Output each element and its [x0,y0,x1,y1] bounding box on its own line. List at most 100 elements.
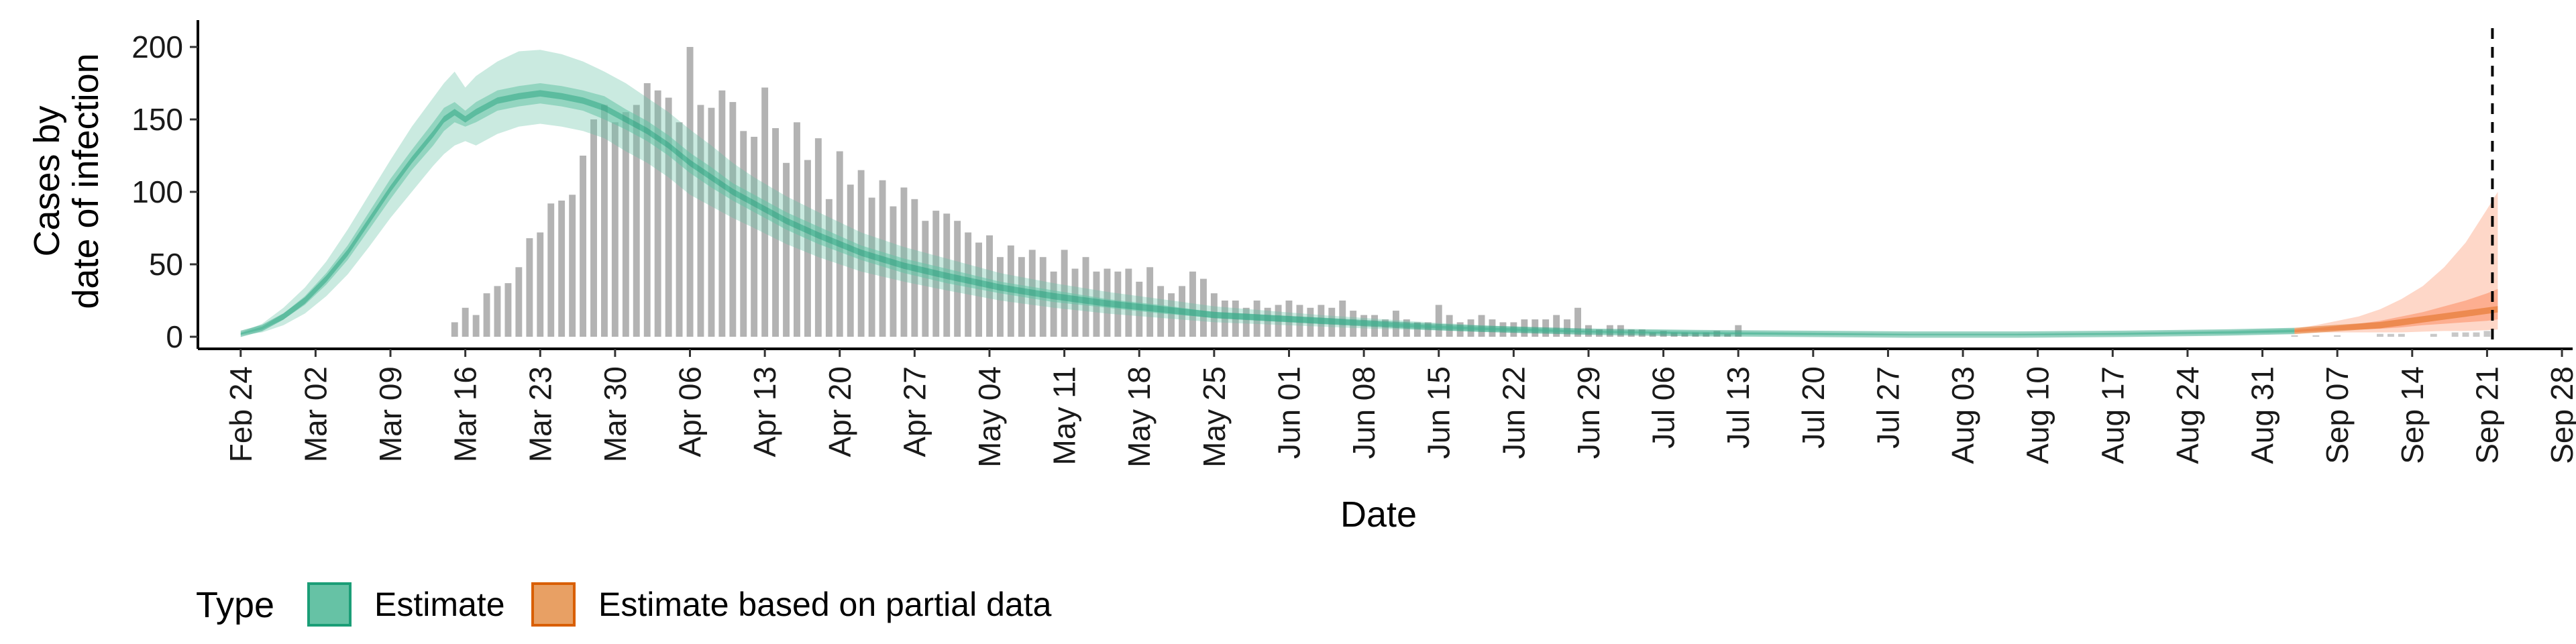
observed-bar [751,136,758,337]
x-tick-label: Aug 24 [2170,366,2205,464]
observed-bar [729,102,737,337]
observed-bar [558,201,566,337]
observed-bar [890,206,897,337]
legend-swatch [531,582,576,627]
observed-bar [1221,301,1228,337]
estimate-partial-median-band [2294,306,2498,335]
x-tick-label: Sep 21 [2469,366,2504,464]
observed-bar [472,315,480,337]
observed-bar [772,128,779,337]
observed-bar [569,195,576,337]
y-tick-label: 200 [131,30,183,64]
observed-bar [494,286,501,337]
y-tick-label: 100 [131,174,183,209]
x-axis-title: Date [1340,494,1417,535]
x-tick-label: May 25 [1197,366,1232,468]
x-tick-label: May 18 [1122,366,1157,468]
observed-bar [1532,319,1539,337]
x-tick-label: Sep 14 [2395,366,2430,464]
observed-bar [847,184,854,337]
observed-bar [1670,332,1678,337]
observed-bar [1424,322,1432,337]
x-tick-label: Jun 08 [1346,366,1381,459]
observed-bar [1264,307,1271,337]
observed-bar [1146,267,1154,337]
observed-bar [676,122,683,337]
observed-bar [1050,271,1057,337]
observed-bar [1200,278,1207,337]
observed-bar [783,162,790,337]
observed-bar [1371,315,1378,337]
observed-bar [868,197,875,337]
observed-bar [1242,307,1250,337]
x-tick-label: Apr 27 [897,366,932,458]
x-tick-label: Aug 03 [1945,366,1980,464]
observed-bar [1189,271,1196,337]
observed-bar [483,293,490,337]
observed-bar [1681,332,1688,337]
x-tick-label: Mar 09 [373,366,408,462]
x-tick-label: Jul 20 [1796,366,1831,449]
observed-bar [1724,333,1731,337]
y-axis-title: Cases bydate of infection [27,53,106,309]
x-tick-label: Mar 30 [598,366,633,462]
observed-bar-partial [2462,332,2469,337]
observed-bar [1360,315,1368,337]
observed-bar [654,90,661,337]
observed-bar [1617,325,1624,337]
observed-bar [622,112,629,337]
observed-bar-partial [2451,332,2459,337]
x-tick-label: Sep 07 [2320,366,2355,464]
observed-bar [825,199,833,337]
observed-bar [1542,319,1550,337]
observed-bar [1627,329,1635,337]
observed-bar [1018,257,1025,337]
observed-bar [515,267,523,337]
x-tick-label: Aug 31 [2245,366,2280,464]
observed-bar-partial [2398,333,2405,337]
x-tick-label: Apr 13 [747,366,782,458]
observed-bar [590,119,597,337]
observed-bar [643,83,651,337]
observed-bar-partial [2430,333,2437,337]
observed-bar [633,105,640,337]
observed-bar [504,283,512,337]
axes: 0 50 100 150 200 Feb 24 Mar 02 Mar 09 Mar 16 Mar … [131,20,2576,468]
x-tick-label: Mar 23 [523,366,557,462]
observed-bar [601,105,608,337]
x-tick-label: Aug 17 [2095,366,2130,464]
observed-bar [462,307,469,337]
observed-bar [708,107,715,337]
observed-bar [1553,315,1560,337]
observed-bar [1339,301,1346,337]
observed-bar-partial [2312,335,2320,337]
observed-bar [1596,329,1603,337]
observed-bar [451,322,458,337]
x-tick-label: Jun 15 [1421,366,1456,459]
observed-bar [1456,322,1464,337]
observed-bar [526,238,533,337]
observed-bar-partial [2291,335,2298,337]
observed-bar [1649,332,1656,337]
observed-bar [1606,325,1613,337]
x-tick-label: Jun 29 [1571,366,1606,459]
observed-bar-partial [2387,333,2394,337]
legend-title: Type [196,585,274,625]
observed-bar [611,122,619,337]
observed-bar [547,203,555,337]
observed-bar [1585,325,1592,337]
observed-bar [1564,319,1570,337]
observed-bar [997,257,1004,337]
observed-bar [1703,332,1710,337]
observed-bar [1403,319,1410,337]
observed-bar [1660,331,1667,337]
x-tick-label: Aug 10 [2021,366,2055,464]
observed-bar [1735,325,1742,337]
x-tick-label: May 11 [1047,366,1082,465]
y-axis-title-line: date of infection [66,53,106,309]
y-axis-title-line: Cases by [27,105,67,256]
observed-bar [1435,305,1442,337]
estimate-partial-inner-ribbon [2294,288,2498,333]
observed-bar [1692,332,1699,337]
observed-bar-partial [2473,332,2480,337]
